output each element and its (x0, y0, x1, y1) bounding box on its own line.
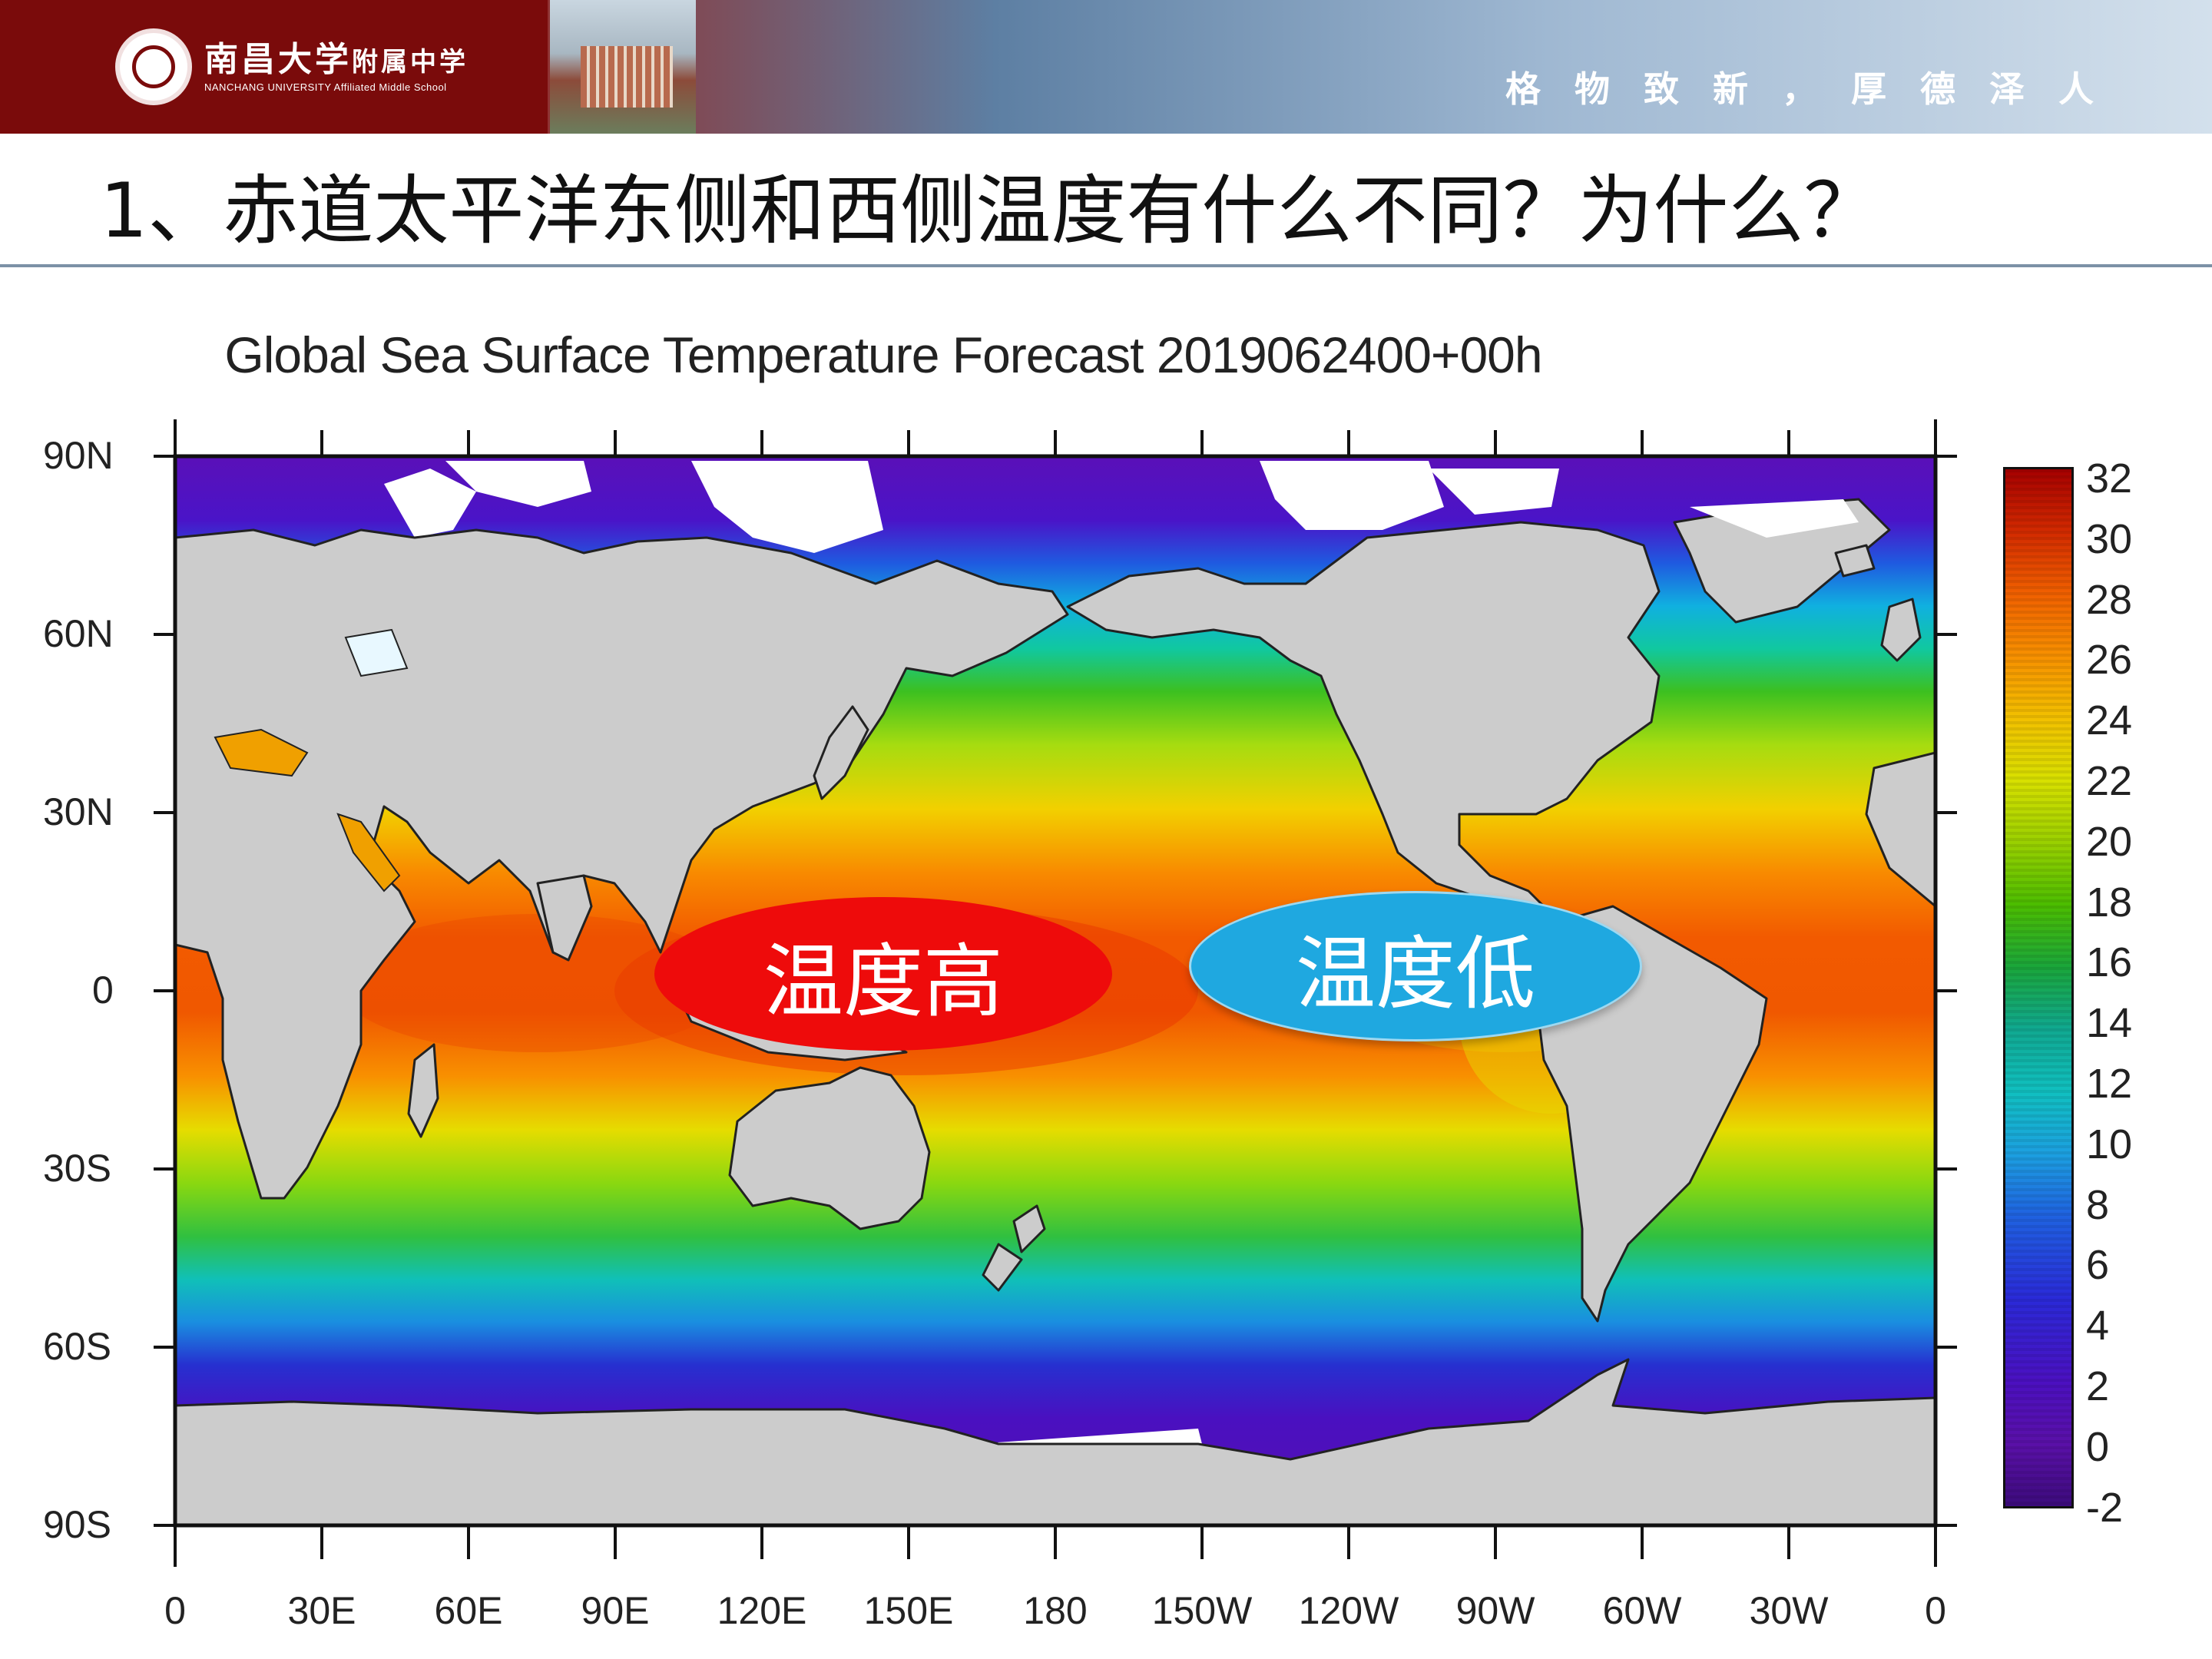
colorbar-tick-label: 10 (2086, 1121, 2133, 1167)
lon-label-30e: 30E (287, 1589, 356, 1632)
lat-label-0: 0 (92, 969, 114, 1012)
colorbar-tick-label: 26 (2086, 637, 2133, 684)
school-motto: 格物致新，厚德泽人 (1505, 68, 2128, 110)
colorbar-tick-label: 30 (2086, 515, 2133, 562)
colorbar-tick-label: 32 (2086, 455, 2133, 502)
lat-label-30n: 30N (43, 790, 114, 833)
land-iceland (1834, 544, 1876, 578)
school-name: 南昌大学附属中学 (204, 41, 469, 81)
lon-label-90e: 90E (581, 1589, 650, 1632)
colorbar-tick-label: 8 (2086, 1181, 2110, 1228)
colorbar-tick-label: 0 (2086, 1423, 2110, 1470)
land-new-zealand (1012, 1204, 1046, 1253)
school-brand: 南昌大学附属中学 NANCHANG UNIVERSITY Affiliated … (0, 0, 548, 134)
school-name-block: 南昌大学附属中学 NANCHANG UNIVERSITY Affiliated … (204, 41, 469, 94)
land-north-america (1066, 521, 1661, 916)
lat-ticks (154, 455, 1957, 1527)
campus-photo (550, 0, 696, 134)
lon-ticks (174, 419, 1937, 1567)
lon-label-150e: 150E (863, 1589, 954, 1632)
school-suffix-cn: 附属中学 (352, 47, 469, 78)
slide-title: 1、赤道太平洋东侧和西侧温度有什么不同？为什么？ (100, 167, 1879, 255)
colorbar-tick-label: 20 (2086, 818, 2133, 865)
lat-label-30s: 30S (43, 1147, 111, 1190)
land-eurasia-africa (175, 528, 1069, 1200)
land-uk (1880, 598, 1922, 662)
annotation-cool-label: 温度低 (1295, 926, 1535, 1021)
annotation-cool: 温度低 (1189, 891, 1642, 1041)
lon-label-0-east: 0 (1925, 1589, 1946, 1632)
lon-label-60w: 60W (1602, 1589, 1682, 1632)
lon-label-0: 0 (164, 1589, 186, 1632)
colorbar-tick-label: 16 (2086, 939, 2133, 986)
lon-label-60e: 60E (434, 1589, 503, 1632)
lon-label-180: 180 (1023, 1589, 1088, 1632)
colorbar-tick-label: 22 (2086, 758, 2133, 804)
chart-title: Global Sea Surface Temperature Forecast … (224, 326, 1542, 383)
colorbar (2003, 467, 2074, 1508)
school-seal-icon (115, 28, 192, 105)
title-divider (0, 264, 2212, 267)
lat-label-90s: 90S (43, 1503, 111, 1546)
colorbar-tick-label: 4 (2086, 1303, 2110, 1349)
annotation-warm: 温度高 (654, 897, 1112, 1051)
colorbar-tick-label: 18 (2086, 879, 2133, 926)
land-japan (813, 705, 869, 800)
lon-label-120w: 120W (1298, 1589, 1399, 1632)
lon-label-30w: 30W (1749, 1589, 1829, 1632)
colorbar-tick-label: -2 (2086, 1484, 2124, 1531)
land-madagascar (407, 1043, 439, 1138)
school-name-cn: 南昌大学 (204, 40, 352, 79)
colorbar-tick-label: 14 (2086, 1000, 2133, 1047)
colorbar-tick-label: 24 (2086, 697, 2133, 744)
lon-label-120e: 120E (717, 1589, 807, 1632)
colorbar-tick-label: 12 (2086, 1061, 2133, 1107)
enclosed-seas (214, 728, 401, 892)
annotation-warm-label: 温度高 (763, 934, 1003, 1028)
lon-label-90w: 90W (1455, 1589, 1535, 1632)
land-australia (728, 1066, 931, 1230)
land-antarctica (175, 1358, 1936, 1525)
lat-label-90n: 90N (43, 434, 114, 477)
colorbar-tick-label: 2 (2086, 1363, 2110, 1409)
lon-label-150w: 150W (1151, 1589, 1253, 1632)
lat-label-60n: 60N (43, 612, 114, 655)
land-masses (175, 498, 1936, 1525)
land-india (536, 874, 593, 962)
header-banner: 南昌大学附属中学 NANCHANG UNIVERSITY Affiliated … (0, 0, 2212, 134)
colorbar-tick-label: 28 (2086, 576, 2133, 623)
lat-label-60s: 60S (43, 1325, 111, 1368)
school-name-en: NANCHANG UNIVERSITY Affiliated Middle Sc… (204, 81, 447, 93)
colorbar-tick-label: 6 (2086, 1242, 2110, 1289)
